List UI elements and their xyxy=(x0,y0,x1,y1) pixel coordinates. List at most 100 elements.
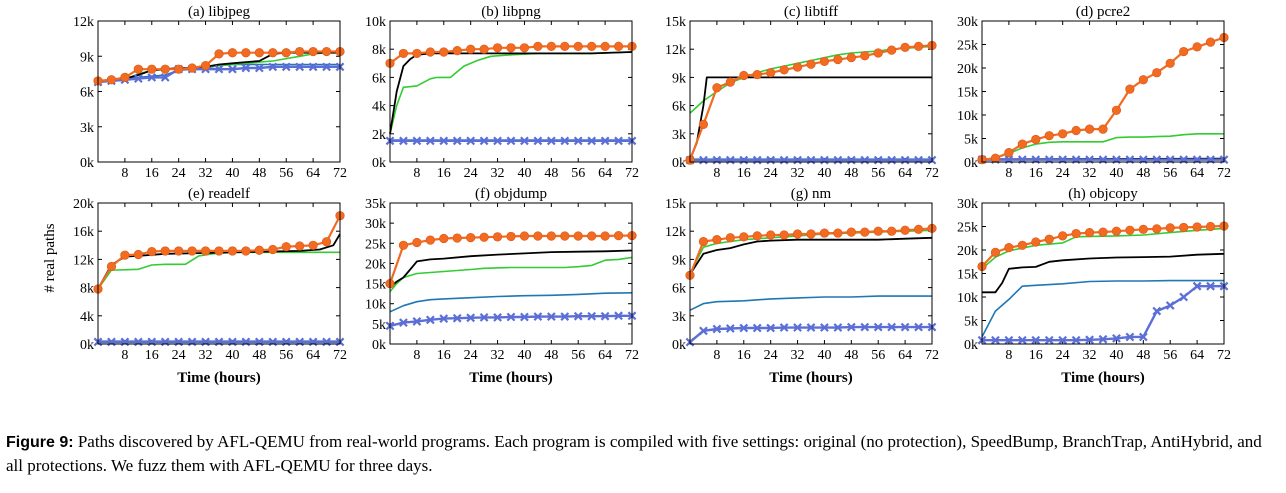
data-point xyxy=(479,136,489,146)
data-point xyxy=(492,43,503,53)
data-point xyxy=(887,322,897,332)
x-tick-label: 16 xyxy=(437,348,451,363)
x-tick-label: 24 xyxy=(764,348,778,363)
data-point xyxy=(614,136,623,146)
data-point xyxy=(254,245,264,255)
y-tick-label: 8k xyxy=(372,43,386,58)
x-tick-label: 48 xyxy=(544,348,558,363)
data-point xyxy=(712,324,722,334)
data-point xyxy=(506,231,516,242)
y-tick-label: 5k xyxy=(372,318,386,333)
data-point xyxy=(779,323,789,332)
data-point xyxy=(860,227,870,237)
data-point xyxy=(990,153,1001,163)
x-tick-label: 64 xyxy=(306,348,320,363)
data-point xyxy=(887,45,897,55)
chart-title: (a) libjpeg xyxy=(188,4,251,20)
data-point xyxy=(860,51,870,61)
data-point xyxy=(479,44,489,54)
x-tick-label: 56 xyxy=(871,166,885,181)
data-point xyxy=(873,322,883,332)
y-tick-label: 15k xyxy=(665,197,686,212)
x-tick-label: 40 xyxy=(225,166,239,181)
data-point xyxy=(1044,234,1054,244)
data-point xyxy=(214,246,224,256)
data-point xyxy=(160,246,170,256)
data-point xyxy=(1058,335,1068,345)
x-tick-label: 40 xyxy=(517,166,531,181)
data-point xyxy=(846,155,856,165)
data-point xyxy=(227,246,238,256)
x-tick-label: 32 xyxy=(199,348,213,363)
y-tick-label: 0k xyxy=(372,156,386,171)
data-point xyxy=(492,232,503,242)
chart-e-readelf: (e) readelf 0k 4k 8k 12k 16k 20k 8 16 24 32 40 48 56 6… xyxy=(73,186,347,386)
x-tick-label: 32 xyxy=(491,166,505,181)
x-tick-label: 40 xyxy=(517,348,531,363)
y-tick-label: 15k xyxy=(665,15,686,30)
series-antihybrid xyxy=(689,45,933,114)
data-point xyxy=(766,230,776,240)
caption-text: Paths discovered by AFL-QEMU from real-w… xyxy=(6,432,1262,475)
series-branchtrap xyxy=(982,252,1225,294)
x-tick-label: 56 xyxy=(279,166,293,181)
data-point xyxy=(1017,240,1027,250)
x-tick-label: 24 xyxy=(464,166,478,181)
chart-title: (b) libpng xyxy=(481,4,541,20)
data-point xyxy=(587,231,597,241)
data-point xyxy=(466,313,476,323)
data-point xyxy=(739,155,749,165)
data-point xyxy=(106,261,117,272)
data-point xyxy=(399,136,408,146)
x-tick-label: 48 xyxy=(252,348,266,363)
x-tick-label: 24 xyxy=(764,166,778,181)
data-point xyxy=(308,46,318,57)
y-tick-label: 6k xyxy=(672,100,686,115)
data-point xyxy=(533,41,543,51)
data-point xyxy=(466,136,476,146)
data-point xyxy=(806,155,816,165)
data-point xyxy=(1111,226,1122,236)
chart-title: (e) readelf xyxy=(188,186,250,202)
x-tick-label: 48 xyxy=(1136,166,1150,181)
data-point xyxy=(806,59,816,69)
data-point xyxy=(846,53,856,63)
x-tick-label: 56 xyxy=(1163,348,1177,363)
data-point xyxy=(779,65,789,75)
data-point xyxy=(106,75,117,85)
data-point xyxy=(322,62,331,72)
series-antihybrid xyxy=(981,227,1225,270)
data-point xyxy=(398,240,409,250)
data-point xyxy=(546,312,556,321)
data-point xyxy=(268,48,278,58)
x-tick-label: 8 xyxy=(121,348,128,363)
x-tick-label: 16 xyxy=(737,348,751,363)
data-point xyxy=(466,233,476,243)
data-point xyxy=(793,155,802,165)
data-point xyxy=(712,235,722,245)
data-point xyxy=(120,72,130,82)
data-point xyxy=(187,246,197,256)
data-point xyxy=(308,62,318,72)
data-point xyxy=(766,68,776,78)
data-point xyxy=(1098,227,1108,237)
y-tick-label: 25k xyxy=(365,237,386,252)
y-tick-label: 0k xyxy=(80,338,94,353)
data-point xyxy=(412,48,422,59)
data-point xyxy=(227,48,238,58)
data-point xyxy=(200,246,211,256)
x-tick-label: 24 xyxy=(1056,166,1070,181)
data-point xyxy=(766,323,776,333)
x-tick-label: 56 xyxy=(571,348,585,363)
y-tick-label: 15k xyxy=(957,268,978,283)
data-point xyxy=(1031,134,1041,145)
x-tick-label: 24 xyxy=(1056,348,1070,363)
y-tick-label: 0k xyxy=(672,156,686,171)
data-point xyxy=(587,136,597,146)
series-line xyxy=(689,45,933,114)
data-point xyxy=(1192,42,1202,52)
x-tick-label: 16 xyxy=(1029,166,1043,181)
y-axis-label: # real paths xyxy=(42,223,58,292)
data-point xyxy=(712,155,722,165)
x-axis-label: Time (hours) xyxy=(177,370,260,386)
